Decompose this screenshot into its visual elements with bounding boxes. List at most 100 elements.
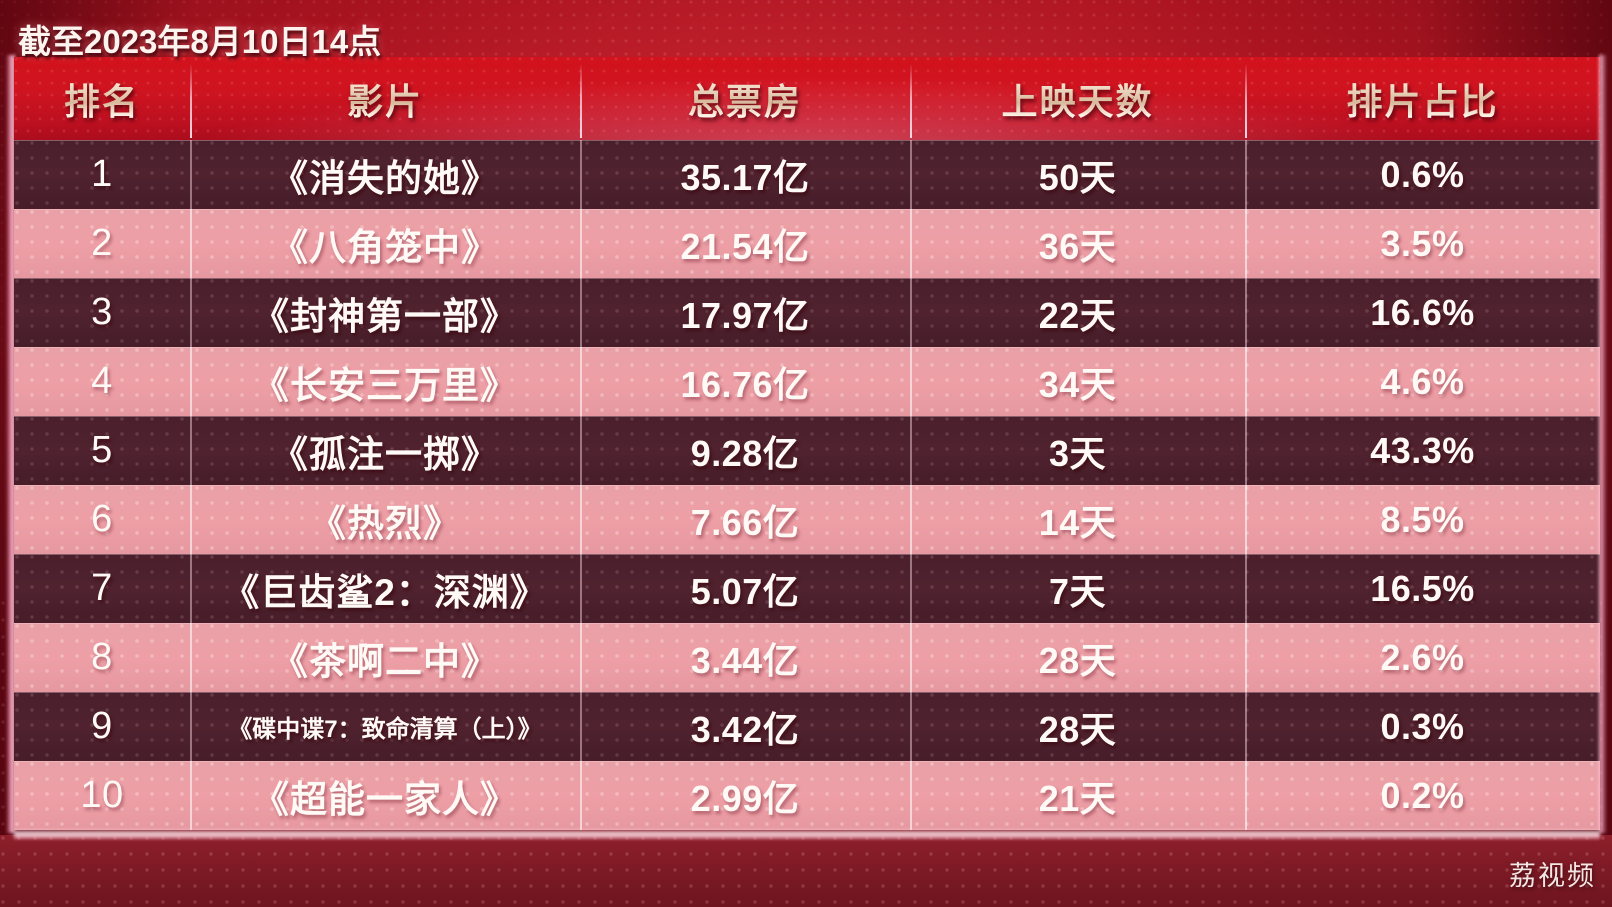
- cell-share: 0.2%: [1380, 774, 1465, 816]
- bottom-banner: [0, 835, 1612, 907]
- cell-share: 2.6%: [1380, 636, 1465, 678]
- cell-rank: 10: [80, 774, 124, 816]
- row-divider: [910, 278, 912, 347]
- row-divider: [580, 485, 582, 554]
- table-row: 10 《超能一家人》 2.99亿 21天 0.2%: [14, 761, 1600, 830]
- page-title: 截至2023年8月10日14点: [18, 23, 382, 60]
- row-divider: [190, 140, 192, 209]
- row-divider: [190, 623, 192, 692]
- row-top-rule: [14, 209, 1600, 210]
- header-texture: [14, 57, 1600, 140]
- table-row: 1 《消失的她》 35.17亿 50天 0.6%: [14, 140, 1600, 209]
- cell-rank: 6: [91, 498, 113, 540]
- row-divider: [1245, 485, 1247, 554]
- row-divider: [190, 278, 192, 347]
- cell-box-office: 3.44亿: [690, 639, 800, 681]
- row-divider: [580, 416, 582, 485]
- cell-share: 3.5%: [1380, 222, 1465, 264]
- row-divider: [1245, 209, 1247, 278]
- row-texture: [14, 347, 1600, 416]
- cell-days: 3天: [1048, 432, 1107, 474]
- row-texture: [14, 554, 1600, 623]
- cell-rank: 2: [91, 222, 113, 264]
- row-top-rule: [14, 761, 1600, 762]
- cell-box-office: 5.07亿: [690, 570, 800, 612]
- row-top-rule: [14, 554, 1600, 555]
- row-top-rule: [14, 140, 1600, 141]
- row-divider: [580, 209, 582, 278]
- table-bottom-glow: [14, 829, 1600, 839]
- row-texture: [14, 485, 1600, 554]
- column-header-rank: 排名: [14, 57, 190, 140]
- row-divider: [580, 623, 582, 692]
- cell-rank: 9: [91, 705, 113, 747]
- row-divider: [580, 554, 582, 623]
- cell-film: 《超能一家人》: [252, 778, 518, 820]
- row-divider: [1245, 623, 1247, 692]
- cell-rank: 5: [91, 429, 113, 471]
- header-divider: [580, 65, 582, 138]
- row-divider: [1245, 140, 1247, 209]
- row-divider: [910, 347, 912, 416]
- row-divider: [190, 416, 192, 485]
- row-divider: [580, 692, 582, 761]
- bottom-banner-texture: [0, 835, 1612, 907]
- cell-box-office: 2.99亿: [690, 777, 800, 819]
- row-texture: [14, 761, 1600, 830]
- table-row: 7 《巨齿鲨2：深渊》 5.07亿 7天 16.5%: [14, 554, 1600, 623]
- row-texture: [14, 278, 1600, 347]
- header-divider: [190, 65, 192, 138]
- row-divider: [190, 347, 192, 416]
- table-row: 4 《长安三万里》 16.76亿 34天 4.6%: [14, 347, 1600, 416]
- cell-film: 《茶啊二中》: [271, 640, 499, 682]
- row-divider: [190, 554, 192, 623]
- row-divider: [1245, 347, 1247, 416]
- cell-share: 0.6%: [1380, 153, 1465, 195]
- row-divider: [1245, 554, 1247, 623]
- header-divider: [910, 65, 912, 138]
- table-row: 3 《封神第一部》 17.97亿 22天 16.6%: [14, 278, 1600, 347]
- cell-rank: 4: [91, 360, 113, 402]
- cell-share: 16.6%: [1370, 291, 1475, 333]
- row-divider: [910, 623, 912, 692]
- cell-days: 34天: [1038, 363, 1117, 405]
- cell-days: 7天: [1048, 570, 1107, 612]
- cell-box-office: 3.42亿: [690, 708, 800, 750]
- cell-film: 《长安三万里》: [252, 364, 518, 406]
- row-divider: [580, 278, 582, 347]
- column-header-days: 上映天数: [910, 57, 1245, 140]
- row-divider: [580, 140, 582, 209]
- cell-film: 《巨齿鲨2：深渊》: [222, 571, 548, 613]
- header-glow: [14, 57, 1600, 140]
- cell-days: 14天: [1038, 501, 1117, 543]
- row-divider: [910, 485, 912, 554]
- row-texture: [14, 623, 1600, 692]
- row-divider: [190, 209, 192, 278]
- row-top-rule: [14, 623, 1600, 624]
- table-header-row: 排名 影片 总票房 上映天数 排片占比: [14, 57, 1600, 140]
- cell-film: 《碟中谍7：致命清算（上）》: [228, 716, 542, 743]
- row-texture: [14, 209, 1600, 278]
- row-texture: [14, 140, 1600, 209]
- watermark-logo: 荔视频: [1509, 861, 1596, 891]
- row-divider: [1245, 761, 1247, 830]
- table-row: 2 《八角笼中》 21.54亿 36天 3.5%: [14, 209, 1600, 278]
- row-divider: [1245, 692, 1247, 761]
- cell-rank: 7: [91, 567, 113, 609]
- cell-rank: 3: [91, 291, 113, 333]
- row-texture: [14, 416, 1600, 485]
- row-top-rule: [14, 347, 1600, 348]
- cell-share: 4.6%: [1380, 360, 1465, 402]
- cell-share: 43.3%: [1370, 429, 1475, 471]
- cell-share: 8.5%: [1380, 498, 1465, 540]
- column-header-share: 排片占比: [1245, 57, 1600, 140]
- column-header-box-office: 总票房: [580, 57, 910, 140]
- cell-days: 22天: [1038, 294, 1117, 336]
- table-row: 8 《茶啊二中》 3.44亿 28天 2.6%: [14, 623, 1600, 692]
- row-divider: [1245, 416, 1247, 485]
- cell-film: 《孤注一掷》: [271, 433, 499, 475]
- cell-share: 0.3%: [1380, 705, 1465, 747]
- table-row: 9 《碟中谍7：致命清算（上）》 3.42亿 28天 0.3%: [14, 692, 1600, 761]
- boxoffice-ranking-table: 排名 影片 总票房 上映天数 排片占比 1 《消失的她》 35.17亿 50天 …: [14, 57, 1600, 839]
